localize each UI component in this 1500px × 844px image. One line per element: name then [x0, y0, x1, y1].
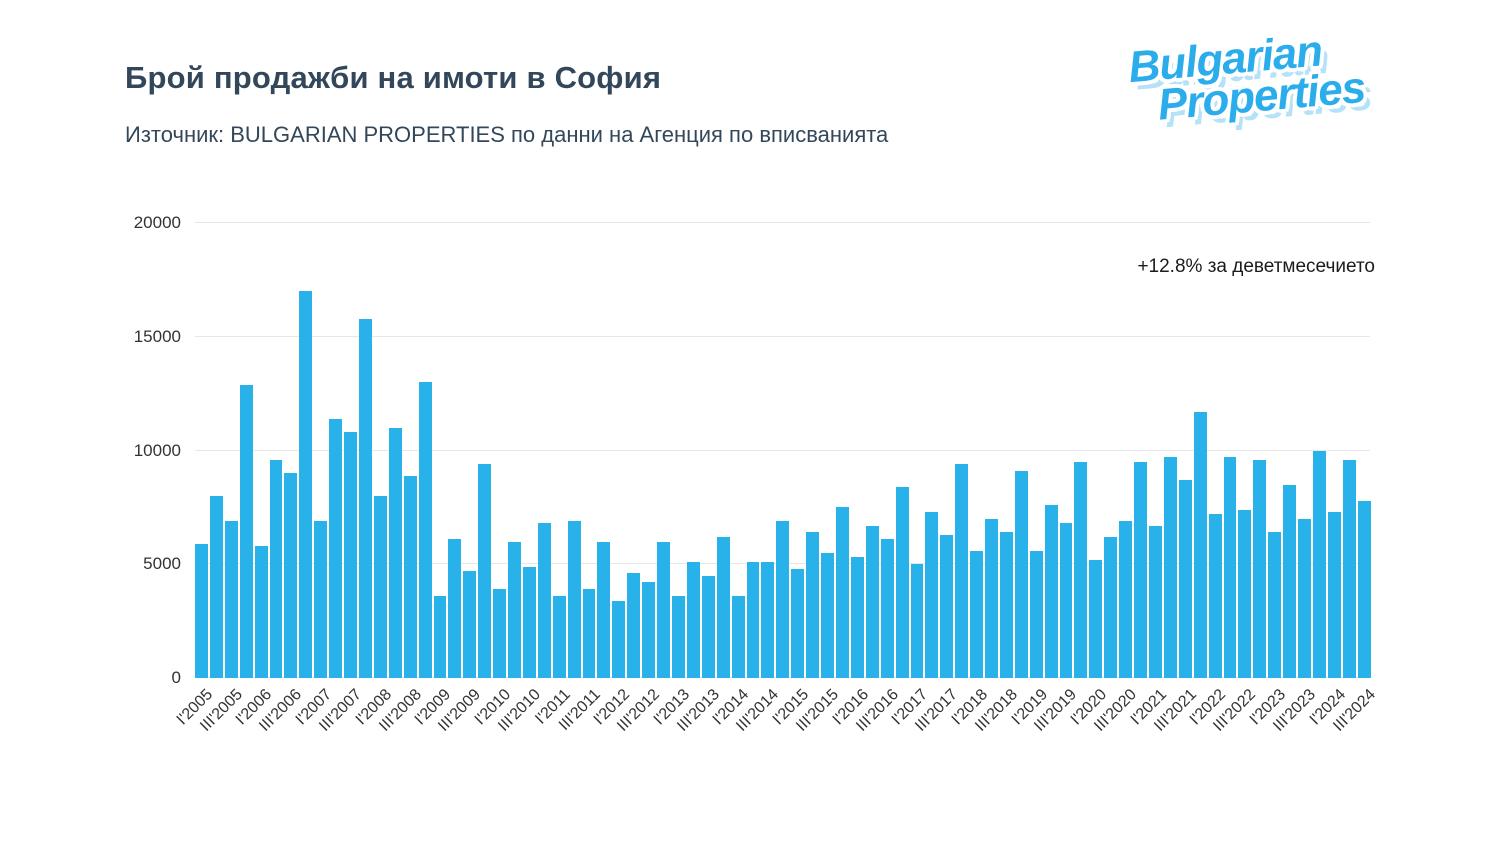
- source-subtitle: Източник: BULGARIAN PROPERTIES по данни …: [125, 122, 889, 147]
- bar-III'2015: [821, 552, 834, 678]
- bar-IV'2011: [597, 541, 611, 678]
- bar-II'2020: [1104, 536, 1118, 678]
- bar-III'2024: [1357, 500, 1371, 678]
- bar-IV'2021: [1193, 411, 1207, 678]
- bar-I'2024: [1327, 511, 1341, 678]
- bars-container: [195, 223, 1371, 678]
- bar-II'2016: [865, 525, 879, 678]
- bar-III'2007: [344, 432, 357, 678]
- bar-IV'2009: [478, 464, 492, 678]
- bar-II'2005: [209, 496, 223, 678]
- bar-I'2012: [612, 600, 626, 678]
- gridline-20000: [195, 222, 1370, 223]
- bar-IV'2015: [835, 507, 849, 678]
- bar-IV'2017: [955, 464, 969, 678]
- bar-IV'2013: [716, 536, 730, 678]
- y-axis-tick-20000: 20000: [133, 213, 181, 232]
- bar-I'2019: [1029, 550, 1043, 678]
- bar-II'2007: [329, 418, 343, 678]
- bar-III'2006: [284, 473, 298, 678]
- bar-II'2021: [1163, 457, 1177, 678]
- bar-I'2005: [195, 543, 208, 678]
- bar-IV'2014: [776, 521, 790, 678]
- bar-III'2019: [1059, 523, 1073, 678]
- bar-IV'2018: [1014, 470, 1028, 678]
- bar-II'2012: [627, 573, 641, 678]
- bar-IV'2005: [239, 384, 253, 678]
- bar-I'2015: [791, 568, 805, 678]
- bar-IV'2012: [657, 541, 670, 678]
- bar-III'2014: [761, 561, 775, 678]
- bar-I'2020: [1089, 559, 1103, 678]
- bar-III'2018: [999, 532, 1013, 678]
- gridline-10000: [195, 449, 1370, 451]
- page-title: Брой продажби на имоти в София: [125, 60, 662, 95]
- bar-IV'2008: [418, 382, 432, 678]
- bar-II'2014: [746, 561, 760, 678]
- x-axis: I'2005 III'2005 I'2006 III'2006 I'2007 III'20…: [173, 678, 1379, 750]
- bar-I'2010: [493, 589, 507, 678]
- growth-annotation: +12.8% за деветмесечието: [1137, 256, 1375, 277]
- bar-I'2018: [970, 550, 984, 678]
- bar-II'2010: [508, 541, 521, 678]
- bar-II'2013: [686, 561, 700, 678]
- bar-III'2017: [940, 534, 954, 678]
- bar-IV'2023: [1312, 450, 1326, 678]
- gridline-15000: [195, 335, 1370, 337]
- bar-I'2007: [314, 521, 328, 678]
- bar-II'2008: [388, 427, 402, 678]
- bar-I'2023: [1268, 532, 1282, 678]
- bar-IV'2010: [537, 523, 551, 678]
- bar-I'2022: [1208, 514, 1222, 678]
- chart-header: Брой продажби на имоти в София Източник:…: [125, 60, 888, 148]
- bar-III'2013: [701, 575, 715, 678]
- bar-III'2010: [522, 566, 536, 678]
- bar-I'2013: [672, 596, 685, 678]
- bar-III'2011: [582, 589, 596, 678]
- bar-III'2022: [1238, 509, 1252, 678]
- bar-II'2024: [1342, 459, 1356, 678]
- bar-chart: 0 5000 10000 15000 20000 I'2005 III'2005 I'200…: [134, 213, 1379, 735]
- bar-III'2009: [463, 571, 477, 678]
- bar-II'2009: [448, 539, 462, 678]
- bar-IV'2020: [1134, 461, 1147, 678]
- bar-I'2008: [373, 496, 387, 678]
- bar-III'2005: [224, 521, 238, 678]
- bar-II'2023: [1283, 484, 1297, 678]
- bar-III'2008: [403, 475, 417, 678]
- bar-I'2016: [850, 557, 864, 678]
- bar-III'2023: [1298, 518, 1311, 678]
- bar-II'2022: [1223, 457, 1237, 678]
- y-axis-tick-15000: 15000: [133, 326, 181, 346]
- bar-II'2018: [985, 518, 998, 678]
- bar-III'2020: [1119, 521, 1133, 678]
- bar-II'2017: [925, 511, 939, 678]
- bar-IV'2022: [1253, 459, 1267, 678]
- y-axis-tick-0: 0: [171, 668, 181, 687]
- bar-IV'2007: [358, 318, 372, 678]
- bar-I'2006: [254, 546, 268, 678]
- bar-III'2016: [880, 539, 894, 678]
- bar-II'2019: [1044, 505, 1058, 678]
- bar-I'2011: [552, 596, 566, 678]
- bar-I'2017: [910, 564, 924, 678]
- bulgarian-properties-logo: Bulgarian Properties: [1126, 26, 1367, 130]
- bar-IV'2006: [299, 291, 313, 678]
- bar-III'2021: [1178, 480, 1192, 678]
- bar-I'2021: [1149, 525, 1162, 678]
- bar-IV'2016: [895, 486, 909, 678]
- y-axis-tick-10000: 10000: [133, 440, 181, 460]
- bar-III'2012: [642, 582, 656, 678]
- bar-II'2015: [806, 532, 820, 678]
- bar-II'2011: [567, 521, 581, 678]
- bar-IV'2019: [1074, 461, 1088, 678]
- bar-I'2009: [433, 596, 447, 678]
- bar-II'2006: [269, 459, 283, 678]
- bar-I'2014: [731, 596, 745, 678]
- y-axis-tick-5000: 5000: [143, 554, 181, 574]
- x-cell-III'2024: III'2024: [1330, 678, 1379, 750]
